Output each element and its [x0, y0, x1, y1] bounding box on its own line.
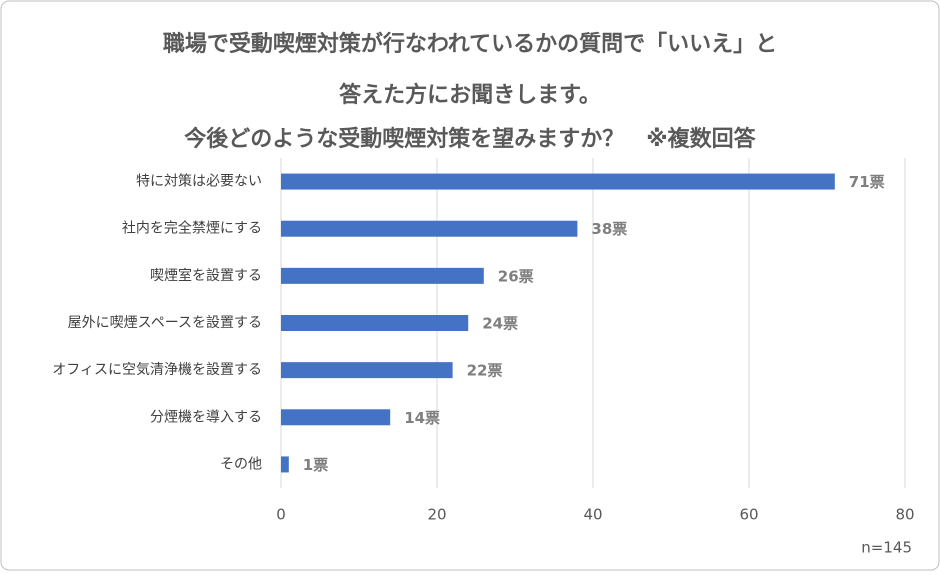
value-label: 14票 — [404, 409, 440, 427]
value-label: 38票 — [591, 220, 627, 238]
chart-title: 職場で受動喫煙対策が行なわれているかの質問で「いいえ」と — [163, 31, 777, 57]
y-tick-label: 社内を完全禁煙にする — [122, 220, 262, 237]
value-label: 26票 — [498, 267, 534, 285]
x-tick-label: 20 — [427, 506, 446, 524]
chart-title: 今後どのような受動喫煙対策を望みますか？ ※複数回答 — [184, 126, 756, 152]
y-tick-label: 特に対策は必要ない — [136, 173, 262, 190]
value-label: 1票 — [303, 456, 328, 474]
y-tick-label: 喫煙室を設置する — [150, 267, 262, 284]
y-tick-label: オフィスに空気清浄機を設置する — [52, 362, 262, 378]
x-tick-label: 80 — [895, 506, 914, 524]
y-tick-label: その他 — [220, 456, 262, 472]
value-label: 22票 — [467, 362, 503, 380]
y-tick-label: 屋外に喫煙スペースを設置する — [68, 315, 262, 331]
bar — [281, 220, 578, 237]
x-tick-label: 40 — [583, 506, 602, 524]
chart-title: 答えた方にお聞きします。 — [339, 82, 601, 108]
bar — [281, 315, 469, 331]
sample-size-note: n=145 — [861, 539, 912, 557]
x-tick-label: 60 — [739, 506, 758, 524]
x-tick-label: 0 — [276, 506, 286, 524]
bar — [281, 409, 391, 426]
bar — [281, 267, 484, 284]
value-label: 24票 — [482, 315, 518, 333]
bar — [281, 173, 835, 190]
value-label: 71票 — [849, 173, 885, 191]
y-tick-label: 分煙機を導入する — [150, 409, 262, 425]
bar — [281, 362, 453, 379]
bar — [281, 456, 289, 473]
